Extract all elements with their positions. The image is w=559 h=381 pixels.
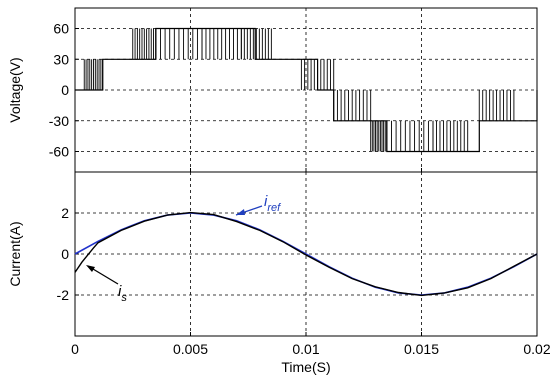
current-y-axis-label: Current(A) <box>7 221 23 286</box>
current-y-ticks: 2 0 -2 <box>57 205 70 303</box>
current-panel: 2 0 -2 0 0.005 0.01 0.015 0.02 Current(A) Time… <box>7 171 551 375</box>
iref-arrowhead <box>236 209 245 215</box>
y-tick-label: 30 <box>53 51 69 67</box>
iref-label: iref <box>264 193 281 214</box>
x-tick-label: 0.02 <box>523 341 550 357</box>
voltage-y-axis-label: Voltage(V) <box>7 57 23 122</box>
is-annotation: is <box>86 265 127 304</box>
iref-annotation: iref <box>235 193 281 216</box>
y-tick-label: 60 <box>53 21 69 37</box>
time-x-axis-label: Time(S) <box>281 359 330 375</box>
y-tick-label: -60 <box>49 144 69 160</box>
y-tick-label: 0 <box>61 82 69 98</box>
y-tick-label: -2 <box>57 287 70 303</box>
x-tick-label: 0.005 <box>173 341 208 357</box>
y-tick-label: -30 <box>49 113 69 129</box>
voltage-series <box>75 27 538 153</box>
y-tick-label: 2 <box>61 205 69 221</box>
current-series <box>74 211 538 297</box>
current-x-ticks: 0 0.005 0.01 0.015 0.02 <box>71 341 551 357</box>
voltage-y-ticks: 60 30 0 -30 -60 <box>49 21 69 160</box>
voltage-panel: 60 30 0 -30 -60 Voltage(V) <box>7 7 538 173</box>
x-tick-label: 0.015 <box>404 341 439 357</box>
is-series-line <box>74 211 538 297</box>
x-tick-label: 0 <box>71 341 79 357</box>
is-arrowhead <box>86 265 95 272</box>
is-label: is <box>118 283 127 304</box>
y-tick-label: 0 <box>61 246 69 262</box>
x-tick-label: 0.01 <box>292 341 319 357</box>
